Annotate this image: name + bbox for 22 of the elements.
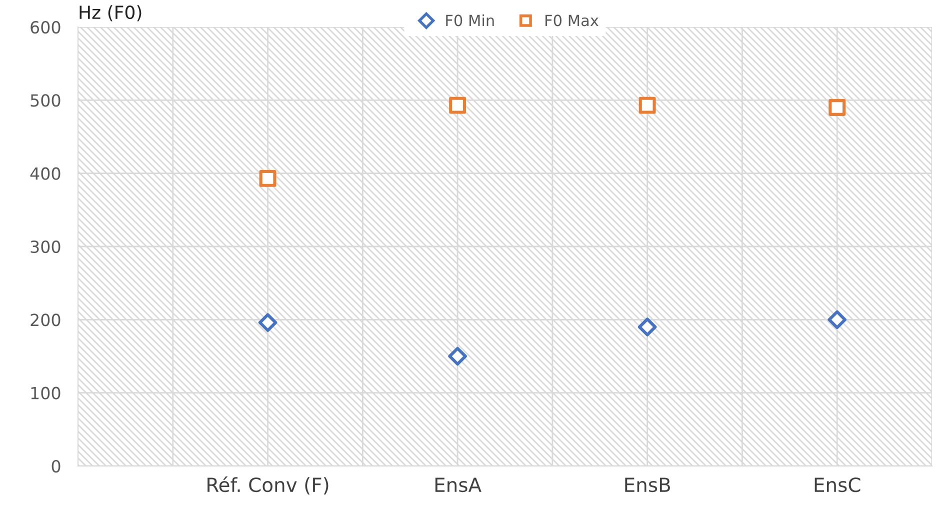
y-tick-label: 0 <box>52 460 60 473</box>
y-tick-label: 400 <box>30 167 60 180</box>
point <box>638 318 657 336</box>
point <box>828 310 846 330</box>
y-tick-label: 300 <box>30 240 60 254</box>
point <box>449 96 466 114</box>
x-tick-label: EnsC <box>814 477 860 492</box>
point <box>259 170 276 187</box>
x-tick-label: EnsB <box>625 478 670 492</box>
y-tick-label: 500 <box>30 94 60 107</box>
x-tick-label: EnsA <box>435 478 482 492</box>
point <box>828 99 846 116</box>
point <box>638 96 656 114</box>
y-axis-title: Hz (F0) <box>80 5 142 22</box>
legend-label: F0 Min <box>446 14 494 26</box>
point <box>448 346 467 366</box>
x-tick-label: Réf. Conv (F) <box>208 476 328 494</box>
y-tick-label: 200 <box>30 314 60 326</box>
y-tick-label: 100 <box>31 386 60 400</box>
point <box>258 313 278 332</box>
legend-label: F0 Max <box>546 14 598 26</box>
y-tick-label: 600 <box>30 20 60 34</box>
